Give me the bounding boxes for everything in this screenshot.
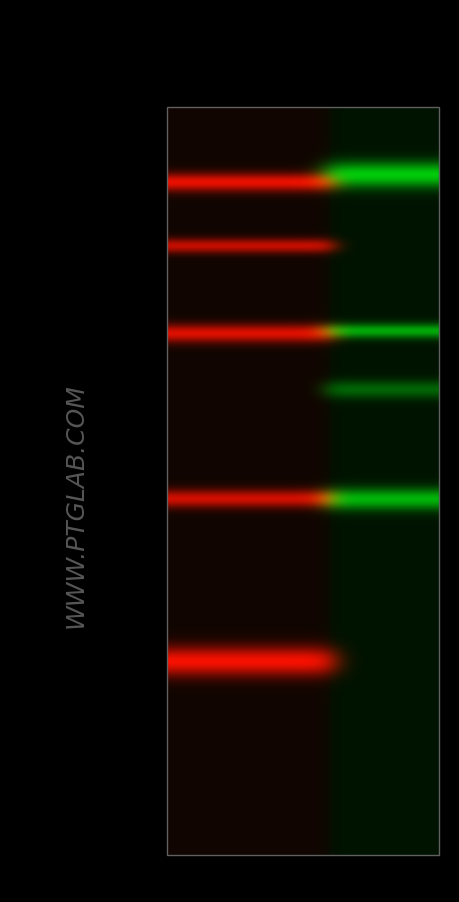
Text: Jurkat: Jurkat xyxy=(344,51,391,84)
Text: 60 kDa→: 60 kDa→ xyxy=(101,493,158,507)
Bar xyxy=(167,108,438,855)
Text: 180 kDa→: 180 kDa→ xyxy=(92,179,158,191)
Text: 100 kDa→: 100 kDa→ xyxy=(92,328,158,342)
Text: WWW.PTGLAB.COM: WWW.PTGLAB.COM xyxy=(64,382,88,628)
Text: 45 kDa→: 45 kDa→ xyxy=(100,658,158,671)
Text: 140 kDa→: 140 kDa→ xyxy=(92,242,158,254)
